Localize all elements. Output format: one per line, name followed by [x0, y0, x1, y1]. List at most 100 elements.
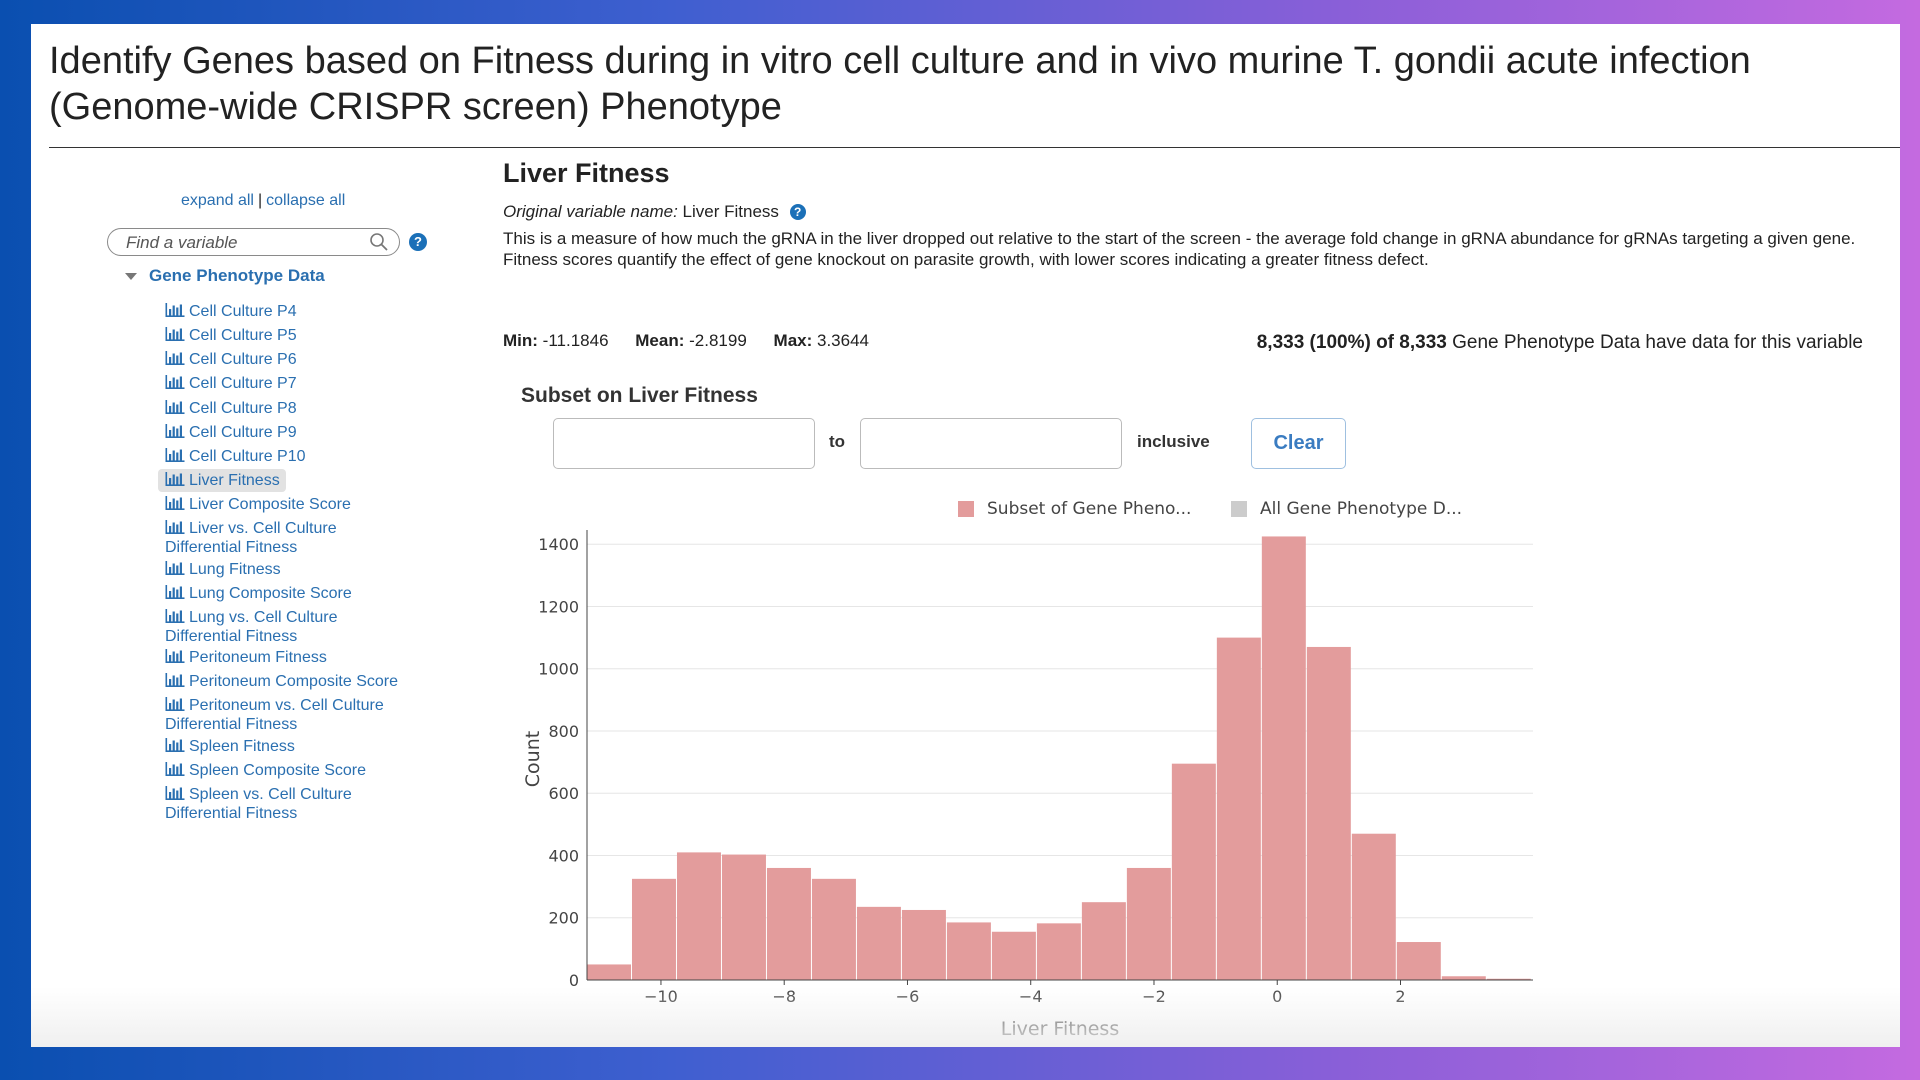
tree-item[interactable]: Liver Fitness: [158, 469, 286, 492]
tree-item-label: Cell Culture P6: [189, 351, 297, 368]
inclusive-label: inclusive: [1137, 432, 1210, 451]
stat-min: Min: -11.1846: [503, 331, 609, 350]
tree-item[interactable]: Cell Culture P5: [158, 324, 303, 347]
title-divider: [49, 147, 1900, 148]
search-help-icon[interactable]: ?: [409, 233, 427, 251]
clear-button[interactable]: Clear: [1251, 418, 1346, 469]
tree-item-label: Peritoneum vs. Cell Culture Differential…: [165, 697, 384, 733]
histogram-bar: [901, 909, 946, 980]
original-name-label: Original variable name:: [503, 202, 678, 221]
stat-mean-label: Mean:: [635, 331, 685, 350]
collapse-all-link[interactable]: collapse all: [266, 192, 346, 209]
bar-chart-icon: [165, 609, 185, 623]
y-tick-label: 600: [548, 784, 579, 803]
expand-collapse-row: expand all | collapse all: [181, 192, 345, 210]
bar-chart-icon: [165, 673, 185, 687]
histogram-bar: [991, 931, 1036, 980]
tree-item[interactable]: Spleen vs. Cell Culture Differential Fit…: [158, 783, 411, 825]
data-coverage: 8,333 (100%) of 8,333 Gene Phenotype Dat…: [1257, 332, 1863, 354]
y-axis-label: Count: [522, 731, 544, 787]
y-tick-label: 1000: [538, 660, 579, 679]
tree-item-label: Spleen Composite Score: [189, 762, 366, 779]
tree-item[interactable]: Spleen Composite Score: [158, 759, 372, 782]
tree-item[interactable]: Cell Culture P7: [158, 372, 303, 395]
histogram-bar: [1351, 833, 1396, 980]
range-min-input[interactable]: [553, 418, 815, 469]
tree-item-label: Cell Culture P8: [189, 400, 297, 417]
x-tick-label: −6: [896, 987, 920, 1006]
tree-item[interactable]: Cell Culture P6: [158, 348, 303, 371]
y-tick-label: 400: [548, 846, 579, 865]
tree-item-label: Cell Culture P4: [189, 303, 297, 320]
histogram-bar: [587, 964, 631, 980]
x-tick-label: −10: [644, 987, 678, 1006]
stat-max-value: 3.3644: [817, 331, 869, 350]
app-frame: Identify Genes based on Fitness during i…: [31, 24, 1900, 1047]
tree-group-gene-phenotype-data[interactable]: Gene Phenotype Data: [125, 266, 325, 286]
histogram-bar: [631, 878, 676, 980]
legend-swatch: [958, 501, 974, 517]
bar-chart-icon: [165, 561, 185, 575]
histogram-bar: [1171, 763, 1216, 980]
tree-item-label: Lung vs. Cell Culture Differential Fitne…: [165, 609, 338, 645]
histogram-bar: [1441, 976, 1486, 980]
variable-stats: Min: -11.1846 Mean: -2.8199 Max: 3.3644: [503, 331, 891, 351]
tree-item[interactable]: Liver Composite Score: [158, 493, 357, 516]
tree-item[interactable]: Lung Composite Score: [158, 582, 358, 605]
tree-item[interactable]: Liver vs. Cell Culture Differential Fitn…: [158, 517, 411, 559]
tree-item[interactable]: Cell Culture P8: [158, 397, 303, 420]
tree-item[interactable]: Lung Fitness: [158, 558, 287, 581]
histogram-bar: [856, 906, 901, 980]
y-tick-label: 800: [548, 722, 579, 741]
x-axis-label: Liver Fitness: [1001, 1018, 1119, 1040]
x-tick-label: 2: [1395, 987, 1405, 1006]
help-icon[interactable]: ?: [789, 204, 806, 220]
y-tick-label: 1400: [538, 535, 579, 554]
histogram-bar: [1396, 942, 1441, 980]
tree-item[interactable]: Peritoneum vs. Cell Culture Differential…: [158, 694, 411, 736]
histogram-bar: [1216, 637, 1261, 980]
histogram-bar: [1126, 867, 1171, 980]
histogram-bar: [811, 878, 856, 980]
range-max-input[interactable]: [860, 418, 1122, 469]
tree-item[interactable]: Spleen Fitness: [158, 735, 301, 758]
stat-max: Max: 3.3644: [774, 331, 869, 350]
variable-search-box: [107, 228, 400, 256]
caret-down-icon[interactable]: [125, 273, 137, 281]
tree-item-label: Spleen Fitness: [189, 738, 295, 755]
tree-item-label: Liver Composite Score: [189, 496, 351, 513]
bar-chart-icon: [165, 738, 185, 752]
y-tick-label: 0: [569, 971, 579, 990]
tree-item[interactable]: Cell Culture P9: [158, 421, 303, 444]
coverage-count: 8,333 (100%) of 8,333: [1256, 332, 1447, 353]
subset-title: Subset on Liver Fitness: [521, 384, 758, 407]
histogram-chart: 0 200 400 600 800 1000 1200 1400 −10 −8 −6 −4 −2 0 2 Li…: [522, 499, 1533, 1040]
tree-item-label: Liver Fitness: [189, 472, 280, 489]
variable-title: Liver Fitness: [503, 158, 670, 188]
variable-search-input[interactable]: [124, 232, 368, 254]
expand-all-link[interactable]: expand all: [181, 192, 254, 209]
tree-item[interactable]: Cell Culture P4: [158, 300, 303, 323]
tree-item[interactable]: Peritoneum Fitness: [158, 646, 333, 669]
histogram-bar: [1081, 902, 1126, 980]
tree-item-label: Peritoneum Fitness: [189, 649, 327, 666]
page-title: Identify Genes based on Fitness during i…: [49, 40, 1751, 128]
histogram-bar: [1486, 978, 1531, 980]
bar-chart-icon: [165, 496, 185, 510]
x-tick-label: 0: [1272, 987, 1282, 1006]
bar-chart-icon: [165, 472, 185, 486]
histogram-bar: [1036, 923, 1081, 980]
tree-item[interactable]: Lung vs. Cell Culture Differential Fitne…: [158, 606, 411, 648]
histogram-bar: [676, 852, 721, 980]
search-icon[interactable]: [369, 232, 389, 252]
tree-item-label: Liver vs. Cell Culture Differential Fitn…: [165, 520, 337, 556]
tree-item-label: Lung Fitness: [189, 561, 281, 578]
coverage-text: Gene Phenotype Data have data for this v…: [1452, 332, 1863, 353]
tree-item[interactable]: Peritoneum Composite Score: [158, 670, 404, 693]
stat-min-value: -11.1846: [542, 331, 609, 350]
tree-item-label: Cell Culture P5: [189, 327, 297, 344]
tree-item[interactable]: Cell Culture P10: [158, 445, 312, 468]
x-tick-label: −2: [1142, 987, 1166, 1006]
stat-max-label: Max:: [773, 331, 813, 350]
histogram-bar: [1306, 646, 1351, 980]
